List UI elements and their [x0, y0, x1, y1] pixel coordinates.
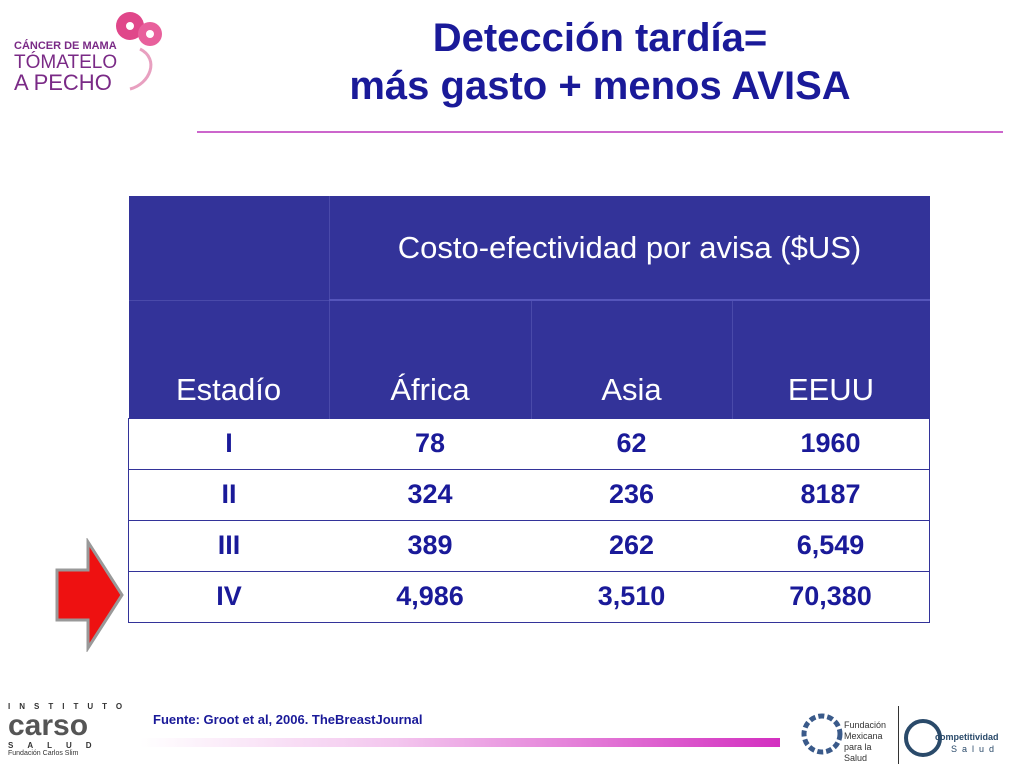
logo-text: competitividad: [935, 732, 999, 742]
title-line: más gasto + menos AVISA: [349, 64, 851, 108]
logo-text: Salud: [951, 744, 1000, 754]
table-row: IV 4,986 3,510 70,380: [128, 570, 930, 623]
cost-cell: 6,549: [732, 519, 930, 572]
logo: CÁNCER DE MAMA TÓMATELO A PECHO: [10, 4, 170, 96]
cost-table: Costo-efectividad por avisa ($US) Estadí…: [128, 196, 930, 623]
cost-cell: 3,510: [531, 570, 732, 623]
cost-cell: 324: [329, 468, 531, 521]
empty-cell: [128, 196, 330, 301]
cost-cell: 8187: [732, 468, 930, 521]
cost-cell: 389: [329, 519, 531, 572]
footer-bar: [140, 738, 780, 747]
title-line: Detección tardía=: [432, 16, 768, 60]
logo-line: TÓMATELO: [14, 52, 118, 73]
cost-cell: 62: [531, 417, 732, 470]
table-row: I 78 62 1960: [128, 417, 930, 470]
table-row: II 324 236 8187: [128, 468, 930, 521]
carso-logo: INSTITUTO carso SALUD Fundación Carlos S…: [8, 702, 130, 757]
cost-cell: 236: [531, 468, 732, 521]
logo-line: CÁNCER DE MAMA: [14, 40, 117, 52]
stage-cell: III: [128, 519, 329, 572]
column-header: Estadío: [128, 300, 330, 418]
logo-text: INSTITUTO: [8, 702, 132, 711]
red-arrow: [55, 538, 124, 652]
logo-icon: [801, 713, 843, 755]
cost-cell: 70,380: [732, 570, 930, 623]
funsalud-logo: Fundación Mexicana para la Salud: [800, 708, 895, 764]
title: Detección tardía= más gasto + menos AVIS…: [200, 14, 1000, 110]
logo-text: carso: [8, 709, 89, 742]
logo-text: Fundación Carlos Slim: [8, 750, 79, 757]
cost-cell: 78: [329, 417, 531, 470]
column-header: África: [329, 300, 532, 418]
logo-text: Fundación Mexicana para la Salud: [844, 720, 887, 763]
cost-cell: 262: [531, 519, 732, 572]
column-header: Asia: [531, 300, 733, 418]
competitividad-logo: competitividad Salud: [898, 706, 1019, 764]
source-note: Fuente: Groot et al, 2006. TheBreastJour…: [153, 712, 423, 727]
column-header: EEUU: [732, 300, 930, 418]
logo-text: SALUD: [8, 741, 106, 750]
stage-cell: I: [128, 417, 329, 470]
title-rule: [197, 131, 1003, 133]
table-row: III 389 262 6,549: [128, 519, 930, 572]
stage-cell: II: [128, 468, 329, 521]
group-header: Costo-efectividad por avisa ($US): [329, 196, 930, 301]
table-body: I 78 62 1960 II 324 236 8187 III 389 262 6,549 IV 4,9…: [128, 417, 930, 623]
stage-cell: IV: [128, 570, 329, 623]
logo-icon: [904, 719, 942, 757]
cost-cell: 4,986: [329, 570, 531, 623]
cost-cell: 1960: [732, 417, 930, 470]
logo-line: A PECHO: [14, 70, 112, 95]
logo-flowers: [116, 12, 162, 91]
